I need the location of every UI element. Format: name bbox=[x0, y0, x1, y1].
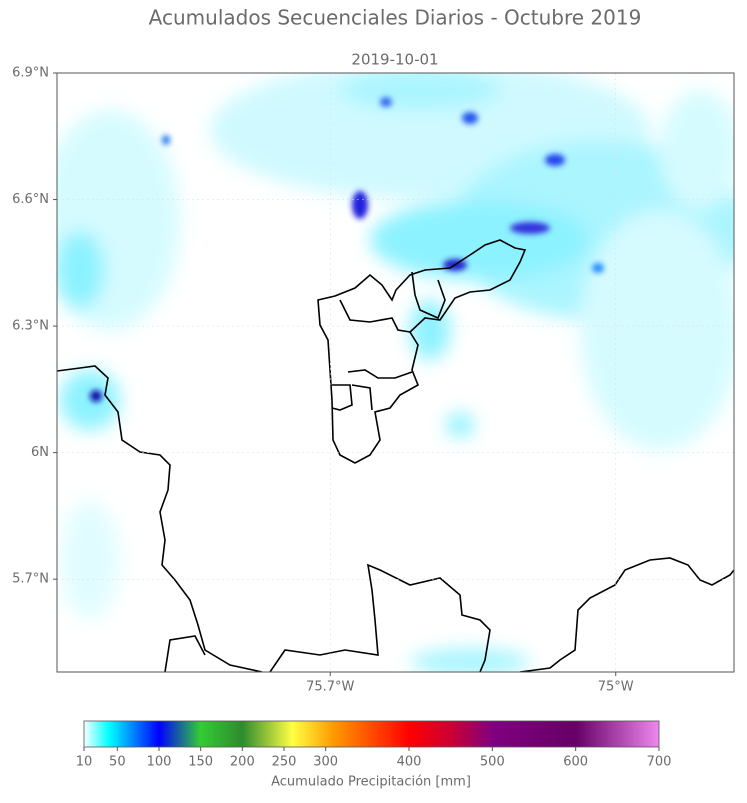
colorbar-tick-label: 700 bbox=[647, 755, 672, 770]
lat-tick-label: 6.3°N bbox=[12, 319, 49, 334]
colorbar-tick-label: 300 bbox=[313, 755, 338, 770]
boundaries bbox=[57, 239, 734, 672]
colorbar-tick-label: 600 bbox=[563, 755, 588, 770]
precipitation-field bbox=[57, 73, 734, 672]
lat-tick-label: 6.6°N bbox=[12, 192, 49, 207]
figure-title: Acumulados Secuenciales Diarios - Octubr… bbox=[149, 6, 642, 30]
colorbar-tick-label: 250 bbox=[272, 755, 297, 770]
colorbar-tick-label: 10 bbox=[76, 755, 93, 770]
lon-tick-label: 75.7°W bbox=[306, 680, 354, 695]
lat-tick-label: 6N bbox=[31, 445, 49, 460]
colorbar-tick-label: 200 bbox=[230, 755, 255, 770]
colorbar-tick-label: 500 bbox=[480, 755, 505, 770]
colorbar bbox=[83, 720, 660, 748]
map-frame bbox=[56, 72, 735, 673]
lat-tick-label: 5.7°N bbox=[12, 572, 49, 587]
colorbar-tick-label: 150 bbox=[188, 755, 213, 770]
colorbar-tick-label: 400 bbox=[397, 755, 422, 770]
lat-tick-label: 6.9°N bbox=[12, 66, 49, 81]
colorbar-tick-label: 50 bbox=[109, 755, 126, 770]
lon-tick-label: 75°W bbox=[598, 680, 634, 695]
colorbar-tick-label: 100 bbox=[147, 755, 172, 770]
map-subtitle: 2019-10-01 bbox=[351, 51, 438, 69]
colorbar-label: Acumulado Precipitación [mm] bbox=[271, 775, 471, 790]
